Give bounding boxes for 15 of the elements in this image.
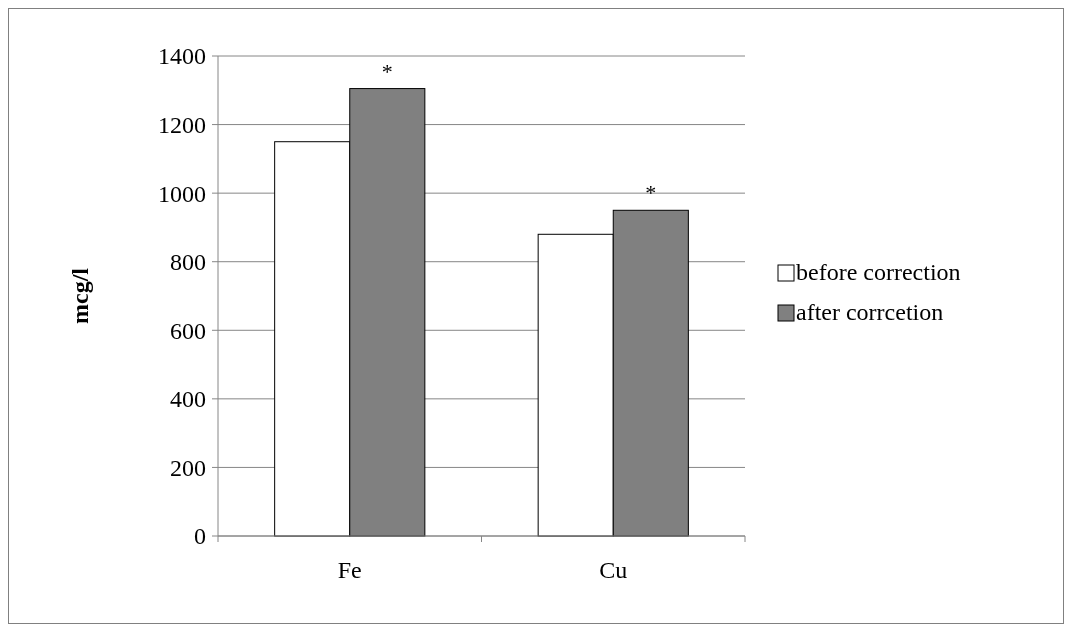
legend-label: before correction — [796, 259, 961, 285]
y-tick-label: 400 — [170, 386, 206, 413]
y-tick-label: 200 — [170, 454, 206, 481]
annotation: * — [381, 58, 393, 84]
x-tick-label: Fe — [337, 557, 362, 583]
x-tick-label: Cu — [599, 557, 628, 583]
y-tick-label: 0 — [194, 523, 206, 550]
y-axis-title: mcg/l — [67, 267, 93, 324]
y-tick-label: 1000 — [158, 180, 206, 207]
y-tick-label: 1200 — [158, 111, 206, 138]
y-tick-label: 1400 — [158, 43, 206, 70]
y-tick-label: 600 — [170, 317, 206, 344]
annotation: * — [645, 180, 657, 206]
y-tick-label: 800 — [170, 249, 206, 276]
legend-label: after corrcetion — [796, 299, 944, 325]
